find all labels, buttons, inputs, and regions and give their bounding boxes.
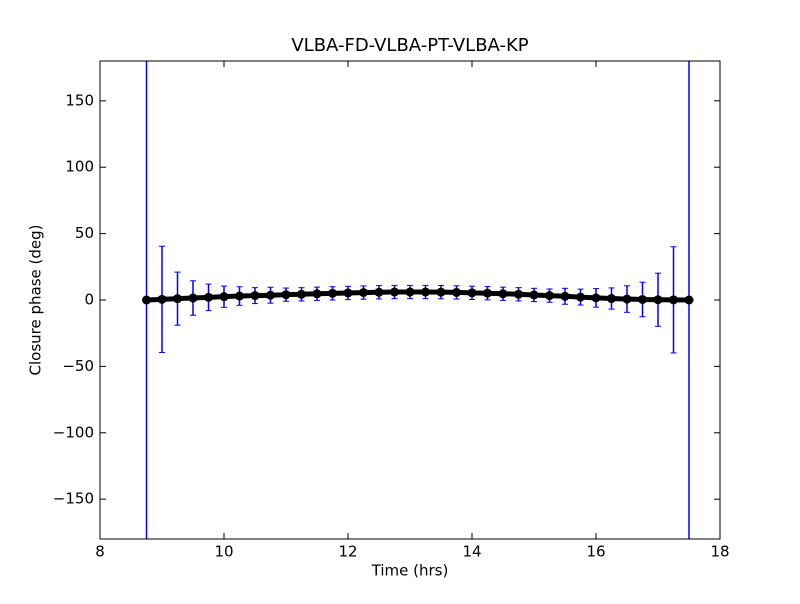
y-tick-label: 100 — [65, 158, 94, 176]
data-point — [684, 295, 694, 305]
data-point — [250, 291, 260, 301]
x-tick-label: 16 — [586, 543, 605, 561]
data-point — [173, 294, 182, 304]
data-point — [188, 293, 198, 303]
data-point — [405, 287, 415, 297]
data-point — [622, 294, 632, 304]
data-point — [436, 287, 446, 297]
y-tick-label: −150 — [53, 490, 94, 508]
x-axis-label: Time (hrs) — [371, 562, 449, 580]
data-point — [452, 287, 461, 297]
data-point — [142, 295, 151, 305]
y-axis-label: Closure phase (deg) — [27, 225, 45, 376]
data-point — [576, 292, 585, 302]
data-point — [281, 290, 291, 300]
data-point — [204, 292, 213, 302]
data-point — [328, 288, 337, 298]
data-point — [638, 294, 647, 304]
data-point — [421, 287, 430, 297]
plot-area — [142, 61, 694, 539]
data-point — [653, 295, 663, 305]
data-point — [560, 291, 570, 301]
x-tick-label: 12 — [338, 543, 357, 561]
data-point — [390, 287, 399, 297]
data-point — [545, 291, 554, 301]
data-point — [498, 289, 508, 299]
y-tick-label: 150 — [65, 91, 94, 109]
data-point — [312, 289, 322, 299]
y-tick-label: −100 — [53, 423, 94, 441]
chart-title: VLBA-FD-VLBA-PT-VLBA-KP — [291, 35, 528, 56]
y-tick-label: 50 — [75, 224, 94, 242]
data-point — [359, 288, 368, 298]
y-tick-label: 0 — [84, 291, 94, 309]
data-point — [374, 287, 384, 297]
data-point — [467, 288, 477, 298]
x-tick-label: 8 — [95, 543, 105, 561]
data-point — [343, 288, 353, 298]
data-point — [669, 295, 678, 305]
x-tick-label: 14 — [462, 543, 481, 561]
data-point — [591, 293, 601, 303]
data-point — [157, 294, 167, 304]
x-tick-label: 18 — [710, 543, 729, 561]
x-tick-label: 10 — [214, 543, 233, 561]
data-point — [529, 290, 539, 300]
data-point — [219, 292, 229, 302]
data-point — [483, 288, 492, 298]
data-point — [514, 289, 523, 299]
data-point — [297, 289, 306, 299]
y-tick-label: −50 — [62, 357, 94, 375]
data-point — [607, 294, 616, 304]
data-point — [235, 291, 244, 301]
data-point — [266, 290, 275, 300]
